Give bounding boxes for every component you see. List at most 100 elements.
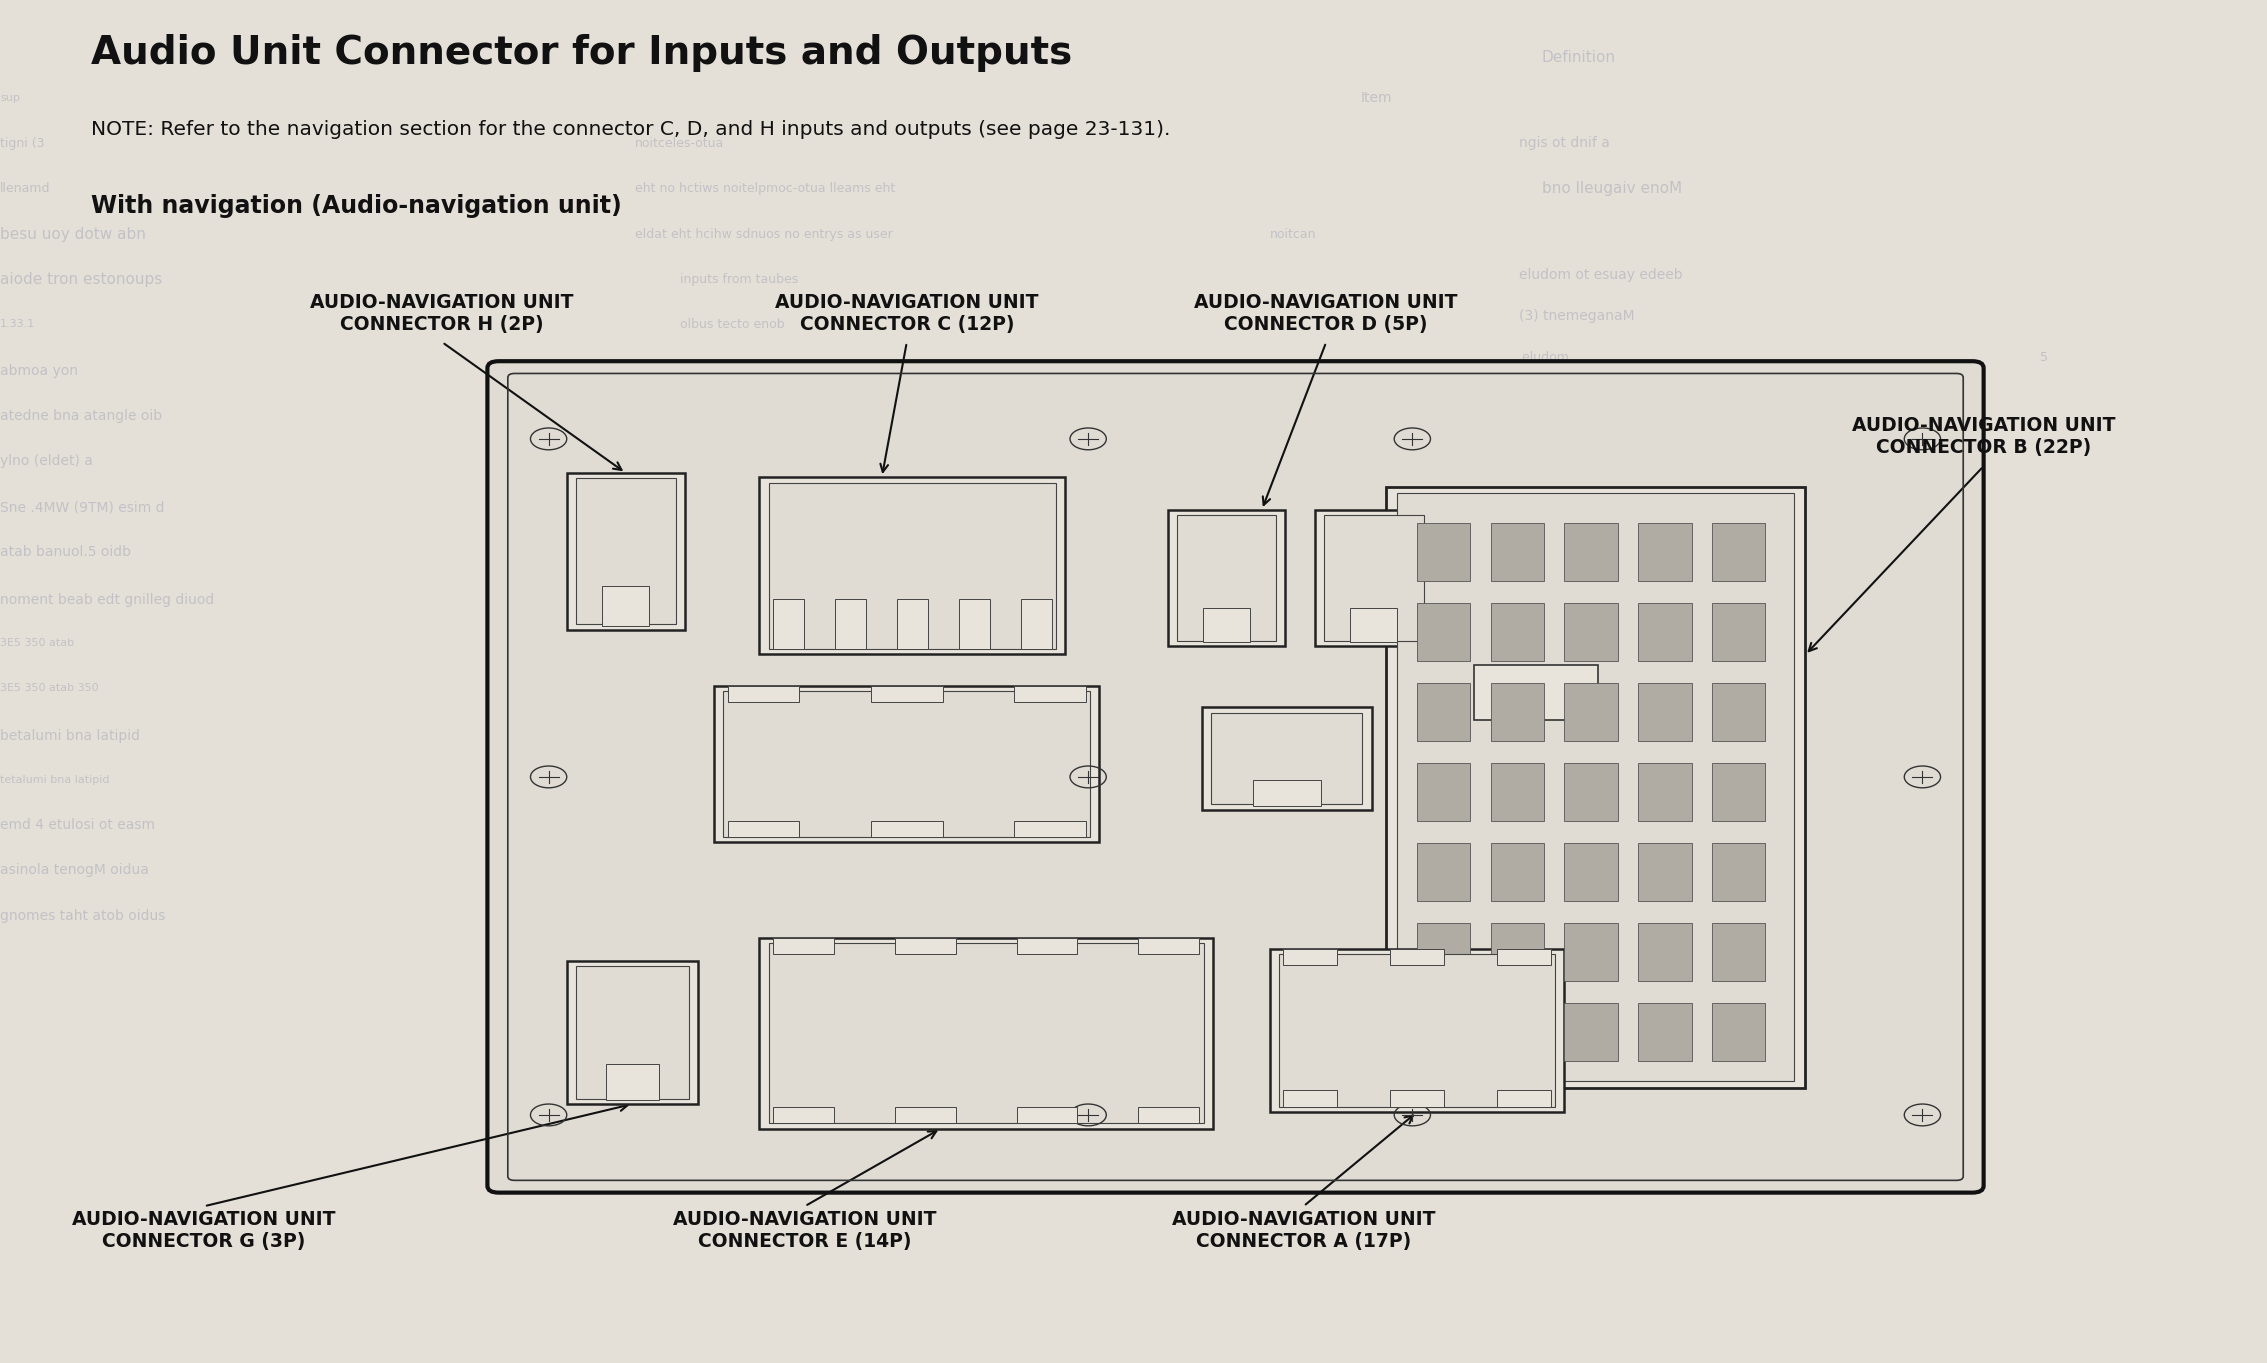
Text: AUDIO-NAVIGATION UNIT
CONNECTOR B (22P): AUDIO-NAVIGATION UNIT CONNECTOR B (22P) [1852, 416, 2115, 457]
Bar [871, 821, 943, 837]
Bar [769, 943, 1204, 1123]
Text: hgih eht fo oidue: hgih eht fo oidue [635, 590, 741, 604]
Text: 1.33.1: 1.33.1 [0, 319, 36, 330]
Bar [759, 477, 1065, 654]
Text: AUDIO-NAVIGATION UNIT
CONNECTOR E (14P): AUDIO-NAVIGATION UNIT CONNECTOR E (14P) [673, 1210, 936, 1251]
Bar [773, 600, 805, 649]
Text: nule: nule [635, 683, 655, 694]
Bar [1390, 949, 1444, 965]
Bar [1639, 602, 1691, 661]
Bar [959, 600, 991, 649]
Text: it fob el gnilm: it fob el gnilm [725, 502, 803, 512]
Text: bno lleugaiv enoM: bno lleugaiv enoM [1542, 180, 1682, 196]
Text: AT in ai: AT in ai [703, 365, 744, 376]
Text: eldat eht hcihw sdnuos no entrys as user: eldat eht hcihw sdnuos no entrys as user [635, 228, 893, 241]
Text: (3) tnemeganaM: (3) tnemeganaM [1519, 309, 1635, 323]
Text: 3E5 350 atab: 3E5 350 atab [0, 638, 75, 649]
Text: atab banuol.5 oidb: atab banuol.5 oidb [0, 545, 131, 559]
Bar [1639, 844, 1691, 901]
Bar [1204, 608, 1249, 642]
Bar [1492, 523, 1544, 581]
Text: dne sludom oidue: dne sludom oidue [1519, 443, 1630, 457]
Text: asinola tenogM oidua: asinola tenogM oidua [0, 863, 150, 876]
Text: .enO .rD: .enO .rD [1519, 736, 1571, 750]
FancyBboxPatch shape [487, 361, 1984, 1193]
Bar [1138, 1107, 1199, 1123]
Bar [605, 1065, 660, 1100]
Text: gnimaluze tootfle: gnimaluze tootfle [1519, 863, 1628, 876]
Text: tigni (3: tigni (3 [0, 136, 45, 150]
Bar [895, 1107, 957, 1123]
Text: eludom ot esuay edeeb: eludom ot esuay edeeb [1519, 269, 1682, 282]
Text: oidue tset: oidue tset [635, 728, 691, 739]
Bar [1496, 1090, 1551, 1107]
Text: NOTE: Refer to the navigation section for the connector C, D, and H inputs and o: NOTE: Refer to the navigation section fo… [91, 120, 1170, 139]
Bar [1712, 844, 1766, 901]
Bar [576, 966, 689, 1099]
Text: fight eht fo eludom oidue: fight eht fo eludom oidue [635, 409, 793, 423]
Bar [1712, 1003, 1766, 1060]
Text: ngis ot dnif a: ngis ot dnif a [1519, 136, 1610, 150]
Text: oidue: oidue [1519, 819, 1551, 830]
Text: abmoa yon: abmoa yon [0, 364, 77, 378]
Text: oidue ot tset: oidue ot tset [635, 638, 705, 649]
Bar [603, 586, 648, 626]
Text: Item: Item [1360, 91, 1392, 105]
Bar [1639, 1003, 1691, 1060]
Bar [576, 478, 676, 624]
Text: aiode tron estonoups: aiode tron estonoups [0, 271, 163, 288]
Bar [723, 691, 1090, 837]
Text: sup: sup [0, 93, 20, 104]
Text: .eludom: .eludom [1519, 350, 1569, 364]
Text: oidus etile bno: oidus etile bno [1519, 991, 1612, 1005]
Text: 3E5 350 atab 350: 3E5 350 atab 350 [0, 683, 100, 694]
Bar [769, 483, 1056, 649]
Bar [1564, 523, 1619, 581]
Text: inputs from taubes: inputs from taubes [680, 273, 798, 286]
Bar [1564, 844, 1619, 901]
Text: .enO: .enO [1519, 527, 1548, 541]
Bar [1496, 949, 1551, 965]
Bar [1474, 665, 1598, 720]
Bar [728, 821, 800, 837]
Bar [1564, 1003, 1619, 1060]
Bar [1251, 780, 1319, 806]
Bar [1564, 602, 1619, 661]
Text: llenamd: llenamd [0, 181, 50, 195]
Bar [1168, 510, 1285, 646]
Text: 5: 5 [2040, 350, 2049, 364]
Bar [1492, 602, 1544, 661]
Bar [1492, 844, 1544, 901]
Bar [1492, 683, 1544, 740]
Bar [1417, 923, 1469, 981]
Text: nur: nur [1519, 568, 1539, 582]
Text: .820: .820 [1519, 652, 1544, 662]
Bar [567, 473, 685, 630]
Bar [1020, 600, 1052, 649]
Bar [1492, 1003, 1544, 1060]
Text: .eludom: .eludom [1519, 484, 1569, 497]
Bar [728, 686, 800, 702]
Bar [1013, 821, 1086, 837]
Text: noment beab edt gnilleg diuod: noment beab edt gnilleg diuod [0, 593, 215, 607]
Bar [1283, 949, 1338, 965]
Text: tinU .: tinU . [1519, 609, 1553, 623]
Bar [1016, 1107, 1077, 1123]
Bar [1492, 923, 1544, 981]
Bar [1417, 844, 1469, 901]
Text: aidus 1: aidus 1 [1519, 395, 1564, 409]
Bar [1639, 523, 1691, 581]
Text: olbus tecto enob: olbus tecto enob [680, 318, 784, 331]
Text: atedne bna atangle oib: atedne bna atangle oib [0, 409, 163, 423]
Bar [1279, 954, 1555, 1107]
Bar [1712, 683, 1766, 740]
Text: noitam gnilm: noitam gnilm [635, 455, 710, 466]
Bar [1639, 683, 1691, 740]
Text: dirb oidue gnidaol-elcihev: dirb oidue gnidaol-elcihev [635, 954, 798, 968]
Bar [1417, 523, 1469, 581]
Bar [1385, 487, 1805, 1088]
Bar [1396, 493, 1793, 1081]
Bar [773, 938, 834, 954]
Bar [1564, 683, 1619, 740]
Bar [1177, 515, 1276, 641]
